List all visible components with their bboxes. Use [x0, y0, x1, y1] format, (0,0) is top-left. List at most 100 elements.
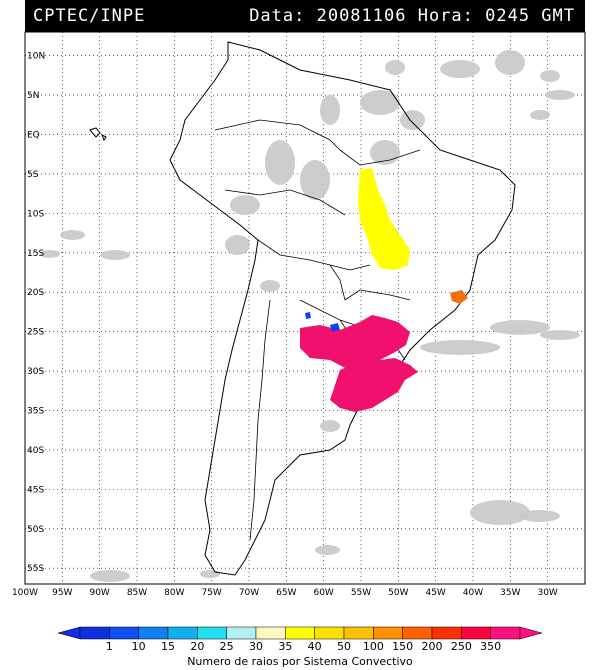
legend-tick-label: 250	[451, 640, 472, 653]
axis-labels: 10N 5N EQ 5S 10S 15S 20S 25S 30S 35S 40S 45S 50S 55S 1…	[12, 52, 558, 598]
cloud-patch	[225, 235, 250, 255]
cloud-patch	[470, 500, 530, 525]
legend-arrow-left	[57, 626, 81, 640]
cloud-patch	[385, 60, 405, 75]
storm-small-blue-2	[305, 312, 311, 319]
legend-tick-label: 25	[220, 640, 234, 653]
lon-tick-label: 45W	[425, 588, 445, 598]
lon-tick-label: 100W	[12, 588, 38, 598]
lat-tick-label: 15S	[27, 249, 44, 259]
legend-swatch	[109, 626, 139, 640]
legend-swatch	[138, 626, 169, 640]
lat-tick-label: 10N	[27, 52, 45, 62]
title-bar: CPTEC/INPE Data: 20081106 Hora: 0245 GMT	[25, 0, 585, 32]
storm-small-blue-1	[330, 323, 340, 332]
lat-tick-label: 5S	[27, 170, 39, 180]
lon-tick-label: 85W	[127, 588, 147, 598]
legend-swatch	[373, 626, 403, 640]
lon-tick-label: 55W	[351, 588, 371, 598]
lat-tick-label: 5N	[27, 91, 39, 101]
cloud-patch	[40, 250, 60, 258]
cloud-patch	[540, 70, 560, 82]
lon-tick-label: 70W	[239, 588, 259, 598]
legend-tick-label: 10	[132, 640, 146, 653]
cloud-patch	[530, 110, 550, 120]
legend-tick-label: 200	[422, 640, 443, 653]
legend-swatch	[402, 626, 433, 640]
legend-tick-label: 40	[308, 640, 322, 653]
lat-tick-label: 40S	[27, 446, 44, 456]
legend-swatch	[343, 626, 374, 640]
cloud-patch	[230, 195, 260, 215]
legend-swatch	[226, 626, 257, 640]
datetime-label: Data: 20081106 Hora: 0245 GMT	[249, 6, 575, 26]
cloud-patch	[90, 570, 130, 582]
legend-tick-label: 30	[249, 640, 263, 653]
cloud-patch	[60, 230, 85, 240]
island-galapagos	[89, 127, 107, 142]
storm-southeast-brazil	[450, 290, 468, 304]
storm-central-brazil	[358, 168, 410, 270]
lon-tick-label: 60W	[313, 588, 333, 598]
legend-tick-label: 20	[190, 640, 204, 653]
lat-tick-label: 30S	[27, 367, 44, 377]
cloud-patch	[545, 90, 575, 100]
cloud-patch	[495, 50, 525, 75]
lat-tick-label: 10S	[27, 209, 44, 219]
cloud-patch	[400, 110, 425, 130]
lon-tick-label: 95W	[52, 588, 72, 598]
legend-swatch	[79, 626, 110, 640]
legend-tick-label: 15	[161, 640, 175, 653]
legend-tick-label: 35	[278, 640, 292, 653]
storm-south-2	[330, 358, 418, 412]
cloud-patch	[260, 280, 280, 292]
cloud-cover	[40, 50, 580, 582]
storm-systems	[300, 168, 468, 412]
legend-caption: Numero de raios por Sistema Convectivo	[187, 655, 413, 668]
cloud-patch	[370, 140, 400, 165]
legend-swatch	[490, 626, 521, 640]
cloud-patch	[360, 90, 400, 115]
cloud-patch	[320, 95, 340, 125]
lat-tick-label: 45S	[27, 485, 44, 495]
legend-arrow-right	[519, 626, 543, 640]
cloud-patch	[300, 160, 330, 200]
lon-tick-label: 40W	[463, 588, 483, 598]
lat-tick-label: 20S	[27, 288, 44, 298]
lon-tick-label: 75W	[201, 588, 221, 598]
legend-swatch	[461, 626, 491, 640]
cloud-patch	[490, 320, 550, 335]
lat-tick-label: 25S	[27, 328, 44, 338]
lon-tick-label: 50W	[388, 588, 408, 598]
legend-tick-label: 50	[337, 640, 351, 653]
lat-tick-label: 55S	[27, 564, 44, 574]
cloud-patch	[320, 420, 340, 432]
cloud-patch	[440, 60, 480, 78]
lon-tick-label: 80W	[164, 588, 184, 598]
color-legend: 1 10 15 20 25 30 35 40 50 100 150 200 250 350	[57, 626, 543, 653]
cloud-patch	[540, 330, 580, 340]
legend-swatch	[255, 626, 286, 640]
lat-tick-label: EQ	[27, 131, 40, 141]
legend-swatch	[197, 626, 227, 640]
lon-tick-label: 35W	[500, 588, 520, 598]
legend-swatch	[167, 626, 198, 640]
lat-tick-label: 50S	[27, 525, 44, 535]
legend-swatch	[431, 626, 462, 640]
legend-tick-label: 1	[106, 640, 113, 653]
lat-tick-label: 35S	[27, 407, 44, 417]
cloud-patch	[520, 510, 560, 522]
cloud-patch	[315, 545, 340, 555]
source-label: CPTEC/INPE	[33, 6, 146, 26]
cloud-patch	[265, 140, 295, 185]
storm-south-1	[300, 315, 410, 368]
lon-tick-label: 30W	[537, 588, 557, 598]
legend-tick-label: 100	[363, 640, 384, 653]
legend-swatch	[285, 626, 315, 640]
legend-tick-label: 350	[480, 640, 501, 653]
legend-swatch	[314, 626, 345, 640]
cloud-patch	[200, 570, 220, 578]
lon-tick-label: 65W	[276, 588, 296, 598]
lon-tick-label: 90W	[89, 588, 109, 598]
